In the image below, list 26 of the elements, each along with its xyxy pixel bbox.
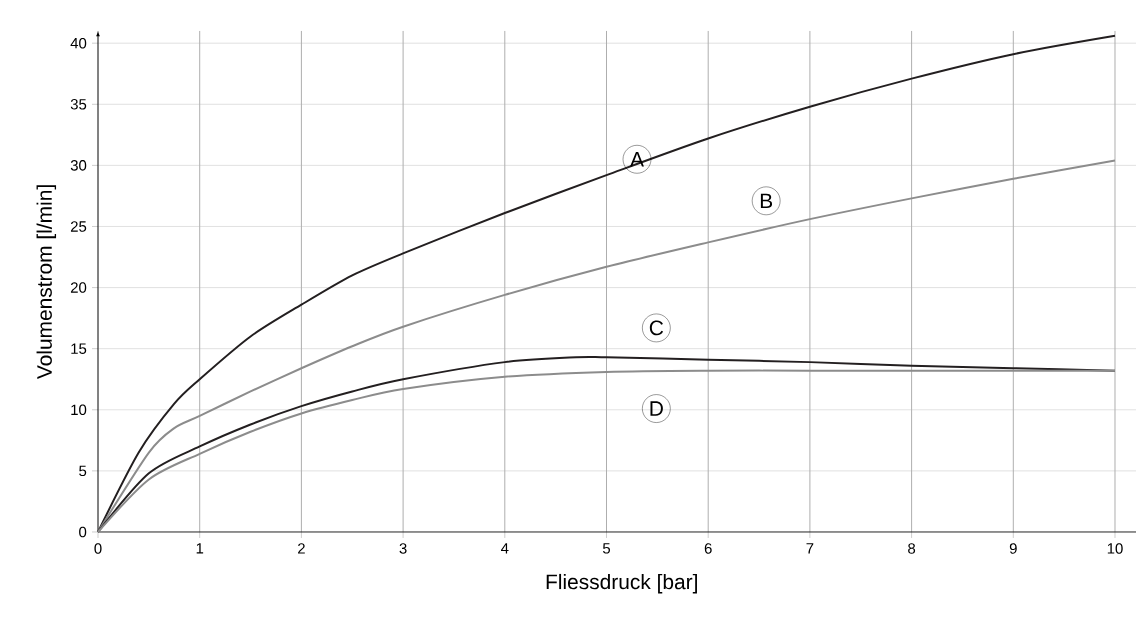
x-tick-label: 7 <box>806 543 814 554</box>
x-tick-label: 1 <box>196 543 204 554</box>
x-tick-label: 5 <box>602 543 611 554</box>
y-tick-label: 30 <box>70 160 87 171</box>
y-tick-label: 5 <box>79 465 87 477</box>
y-tick-label: 10 <box>71 404 87 416</box>
x-axis-title: Fliessdruck [bar] <box>546 573 697 594</box>
x-tick-label: 9 <box>1009 543 1017 554</box>
x-tick-label: 0 <box>94 543 102 554</box>
y-tick-label: 25 <box>70 221 87 232</box>
x-tick-label: 2 <box>298 543 305 554</box>
y-tick-label: 40 <box>70 37 87 49</box>
y-tick-label: 20 <box>70 282 87 293</box>
x-tick-label: 3 <box>399 543 407 554</box>
annotation: C <box>649 320 664 336</box>
y-tick-label: 35 <box>70 98 87 110</box>
x-tick-label: 6 <box>704 543 712 554</box>
annotation: A <box>630 152 644 167</box>
y-tick-label: 0 <box>79 526 87 538</box>
x-tick-label: 4 <box>500 543 509 554</box>
x-tick-label: 10 <box>1107 543 1123 554</box>
y-axis-title: Volumenstrom [l/min] <box>36 185 57 380</box>
annotation: B <box>760 193 773 209</box>
x-tick-label: 8 <box>908 543 916 554</box>
y-tick-label: 15 <box>71 343 87 354</box>
annotation: D <box>650 401 663 416</box>
